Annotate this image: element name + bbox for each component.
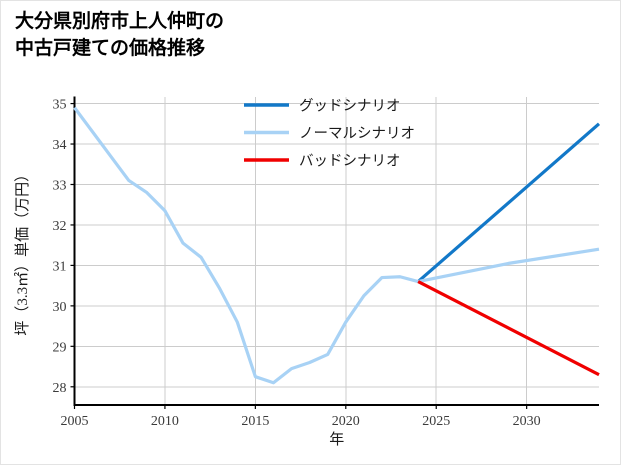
x-tick-label: 2020 bbox=[332, 414, 360, 429]
y-tick-label: 28 bbox=[53, 381, 67, 396]
y-tick-label: 33 bbox=[53, 178, 67, 193]
y-tick-label: 35 bbox=[53, 98, 67, 113]
y-axis-title: 坪（3.3㎡）単価（万円） bbox=[14, 167, 31, 336]
x-tick-label: 2025 bbox=[422, 414, 450, 429]
x-tick-label: 2005 bbox=[61, 414, 89, 429]
x-tick-label: 2030 bbox=[513, 414, 541, 429]
series-line-good bbox=[417, 122, 601, 283]
axis-spines-group bbox=[73, 96, 599, 407]
y-tick-label: 34 bbox=[53, 138, 67, 153]
x-tick-labels-group: 2005 2010 2015 2020 2025 2030 bbox=[61, 405, 541, 429]
series-group bbox=[73, 106, 601, 385]
series-line-normal bbox=[73, 106, 600, 385]
x-axis-title: 年 bbox=[329, 431, 344, 448]
y-tick-label: 30 bbox=[53, 300, 67, 315]
x-tick-label: 2015 bbox=[241, 414, 269, 429]
legend-label-1: ノーマルシナリオ bbox=[299, 126, 415, 142]
series-line-bad bbox=[417, 280, 600, 377]
y-tick-label: 32 bbox=[53, 219, 67, 234]
axis-titles-group: 年 坪（3.3㎡）単価（万円） bbox=[14, 167, 344, 448]
page-title: 大分県別府市上人仲町の 中古戸建ての価格推移 bbox=[15, 11, 225, 59]
x-tick-label: 2010 bbox=[151, 414, 179, 429]
y-tick-labels-group: 28 29 30 31 32 33 34 35 bbox=[53, 98, 75, 396]
y-tick-label: 29 bbox=[53, 340, 67, 355]
gridlines-group bbox=[74, 97, 599, 405]
y-tick-label: 31 bbox=[53, 259, 67, 274]
legend-label-0: グッドシナリオ bbox=[299, 98, 401, 115]
legend-label-2: バッドシナリオ bbox=[299, 154, 401, 170]
